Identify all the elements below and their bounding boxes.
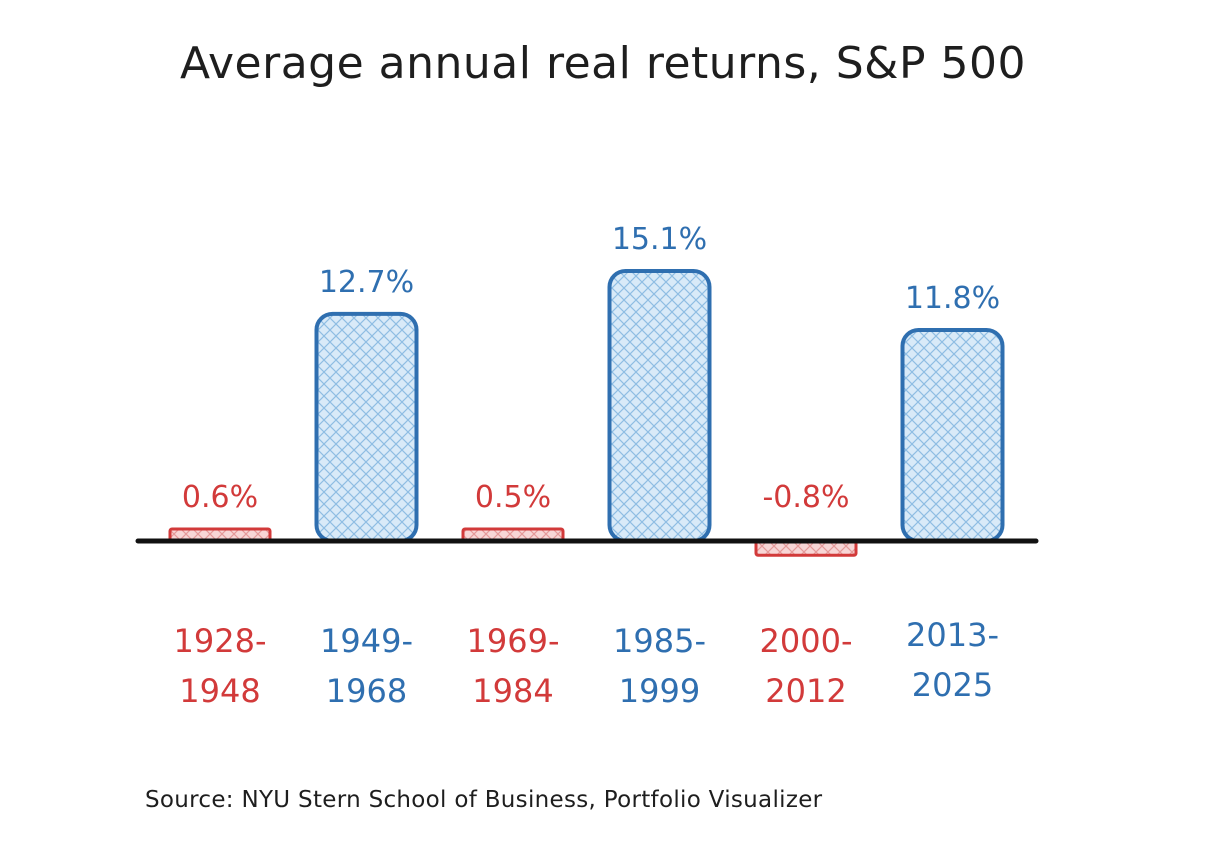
category-label-4-line-1: 2012 <box>765 672 846 710</box>
category-label-3-line-1: 1999 <box>619 672 700 710</box>
value-label-3: 15.1% <box>612 222 707 257</box>
category-label-0-line-0: 1928- <box>174 622 267 660</box>
category-label-0-line-1: 1948 <box>179 672 260 710</box>
category-label-1-line-1: 1968 <box>326 672 407 710</box>
category-label-1-line-0: 1949- <box>320 622 413 660</box>
category-label-4-line-0: 2000- <box>760 622 853 660</box>
bar-5 <box>900 328 1005 543</box>
value-label-0: 0.6% <box>182 480 258 515</box>
bar-1 <box>314 311 419 543</box>
bars-group <box>168 269 1005 557</box>
category-label-5-line-0: 2013- <box>906 616 999 654</box>
value-label-2: 0.5% <box>475 480 551 515</box>
source-note: Source: NYU Stern School of Business, Po… <box>145 787 823 813</box>
value-labels-group: 0.6% 12.7% 0.5% 15.1% -0.8% 11.8% <box>182 222 1000 515</box>
category-label-3-line-0: 1985- <box>613 622 706 660</box>
category-labels-group: 1928- 1948 1949- 1968 1969- 1984 1985- 1999 2000… <box>174 616 999 710</box>
category-label-2-line-1: 1984 <box>472 672 553 710</box>
value-label-5: 11.8% <box>905 281 1000 316</box>
value-label-1: 12.7% <box>319 265 414 300</box>
category-label-5-line-1: 2025 <box>912 666 993 704</box>
value-label-4: -0.8% <box>762 480 849 515</box>
chart-title: Average annual real returns, S&P 500 <box>179 38 1026 89</box>
category-label-2-line-0: 1969- <box>467 622 560 660</box>
bar-3 <box>607 269 712 543</box>
